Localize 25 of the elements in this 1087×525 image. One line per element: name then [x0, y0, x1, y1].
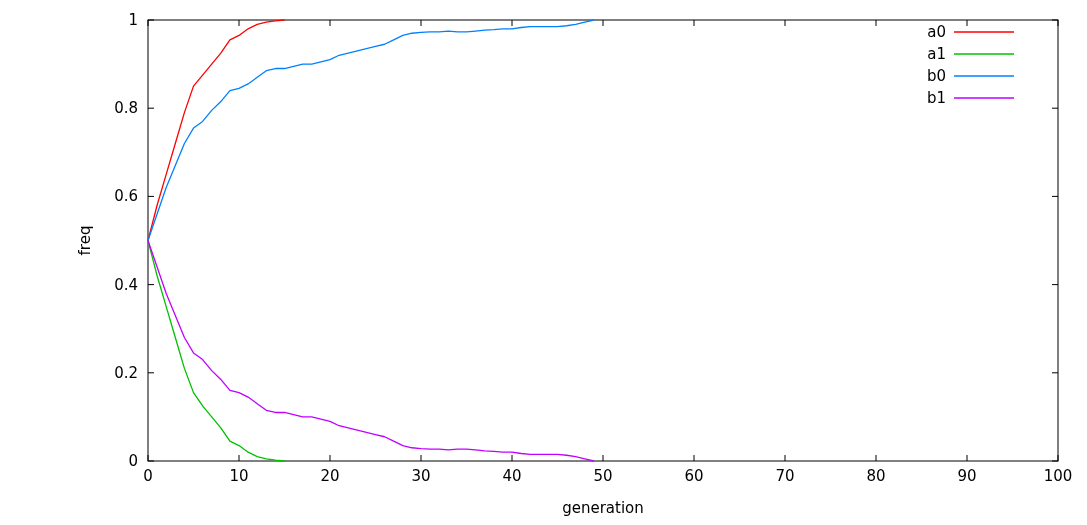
y-axis-title: freq	[76, 225, 94, 256]
x-tick-label: 40	[502, 467, 522, 485]
x-tick-label: 20	[320, 467, 340, 485]
x-tick-label: 60	[684, 467, 704, 485]
x-tick-label: 90	[957, 467, 977, 485]
x-tick-label: 30	[411, 467, 431, 485]
x-axis-title: generation	[562, 499, 644, 517]
legend-label: b0	[926, 67, 946, 85]
line-series	[147, 19, 595, 242]
y-tick-label: 0.4	[114, 275, 138, 294]
legend-label: a1	[927, 45, 946, 63]
line-series	[147, 239, 595, 462]
y-tick-label: 1	[128, 11, 138, 29]
y-tick-label: 0.2	[114, 363, 138, 382]
x-tick-label: 50	[593, 467, 613, 485]
x-tick-label: 80	[866, 467, 886, 485]
x-tick-label: 100	[1043, 467, 1073, 485]
y-tick-label: 0.8	[114, 99, 138, 118]
y-tick-label: 0.6	[114, 187, 138, 206]
x-tick-label: 0	[143, 467, 153, 485]
x-tick-label: 10	[229, 467, 249, 485]
x-tick-label: 70	[775, 467, 795, 485]
legend-label: a0	[927, 23, 946, 41]
legend-label: b1	[926, 89, 946, 107]
y-tick-label: 0	[128, 452, 138, 470]
